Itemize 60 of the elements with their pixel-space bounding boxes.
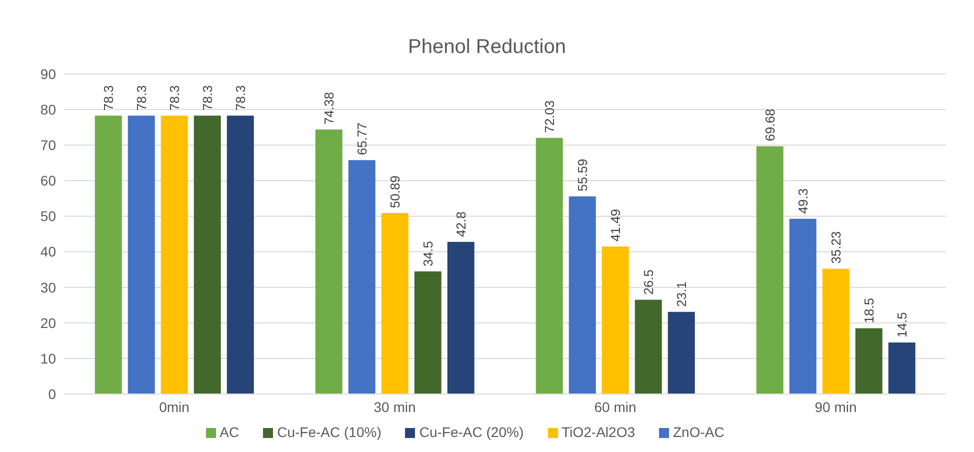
bar [381,213,408,394]
bar [194,116,221,394]
bar [315,130,342,394]
data-label: 42.8 [453,212,468,237]
data-label: 55.59 [574,158,590,192]
x-tick-label: 90 min [814,398,857,415]
y-tick-label: 10 [40,350,56,366]
y-tick-label: 70 [40,137,56,154]
data-label: 14.5 [894,312,910,338]
legend-label: AC [220,424,240,440]
bar [160,116,188,394]
legend-label: TiO2-Al2O3 [562,424,635,440]
data-label: 65.77 [354,122,370,156]
data-label: 34.5 [420,241,436,266]
data-label: 78.3 [100,85,116,111]
y-tick-label: 80 [40,102,56,118]
y-tick-label: 60 [40,172,56,189]
chart-title: Phenol Reduction [407,35,567,60]
bar [226,116,254,394]
y-tick-label: 40 [40,244,56,260]
bar [94,116,122,394]
data-label: 18.5 [861,298,876,324]
bar [756,146,784,394]
bar [855,328,882,394]
x-tick-label: 30 min [374,398,416,415]
data-label: 78.3 [232,85,248,111]
bar [668,312,695,394]
bar [568,196,596,394]
data-label: 69.68 [762,108,778,142]
legend-label: Cu-Fe-AC (20%) [419,424,524,440]
data-label: 49.3 [795,188,810,214]
bar [414,271,442,394]
data-label: 74.38 [321,92,336,125]
data-label: 35.23 [828,231,844,264]
y-tick-label: 30 [40,279,56,296]
data-label: 41.49 [608,208,623,242]
data-label: 78.3 [134,85,149,111]
bar [888,342,916,394]
y-tick-label: 20 [40,314,56,331]
bar [634,300,662,394]
bar [128,116,155,394]
bar [602,246,629,394]
x-tick-label: 60 min [594,398,636,415]
data-label: 78.3 [200,85,215,111]
bar [348,160,376,394]
legend-label: Cu-Fe-AC (10%) [277,424,382,440]
bar [536,138,563,394]
bar [822,268,850,394]
data-label: 23.1 [674,282,689,307]
y-tick-label: 90 [40,66,56,82]
y-tick-label: 50 [40,208,56,224]
data-label: 72.03 [542,100,557,133]
y-tick-label: 0 [48,386,56,402]
bar [447,242,474,394]
x-tick-label: 0min [159,398,190,415]
bar [789,218,816,394]
data-label: 50.89 [387,176,402,208]
data-label: 78.3 [166,85,182,111]
legend-label: ZnO-AC [673,424,724,440]
data-label: 26.5 [640,269,656,295]
